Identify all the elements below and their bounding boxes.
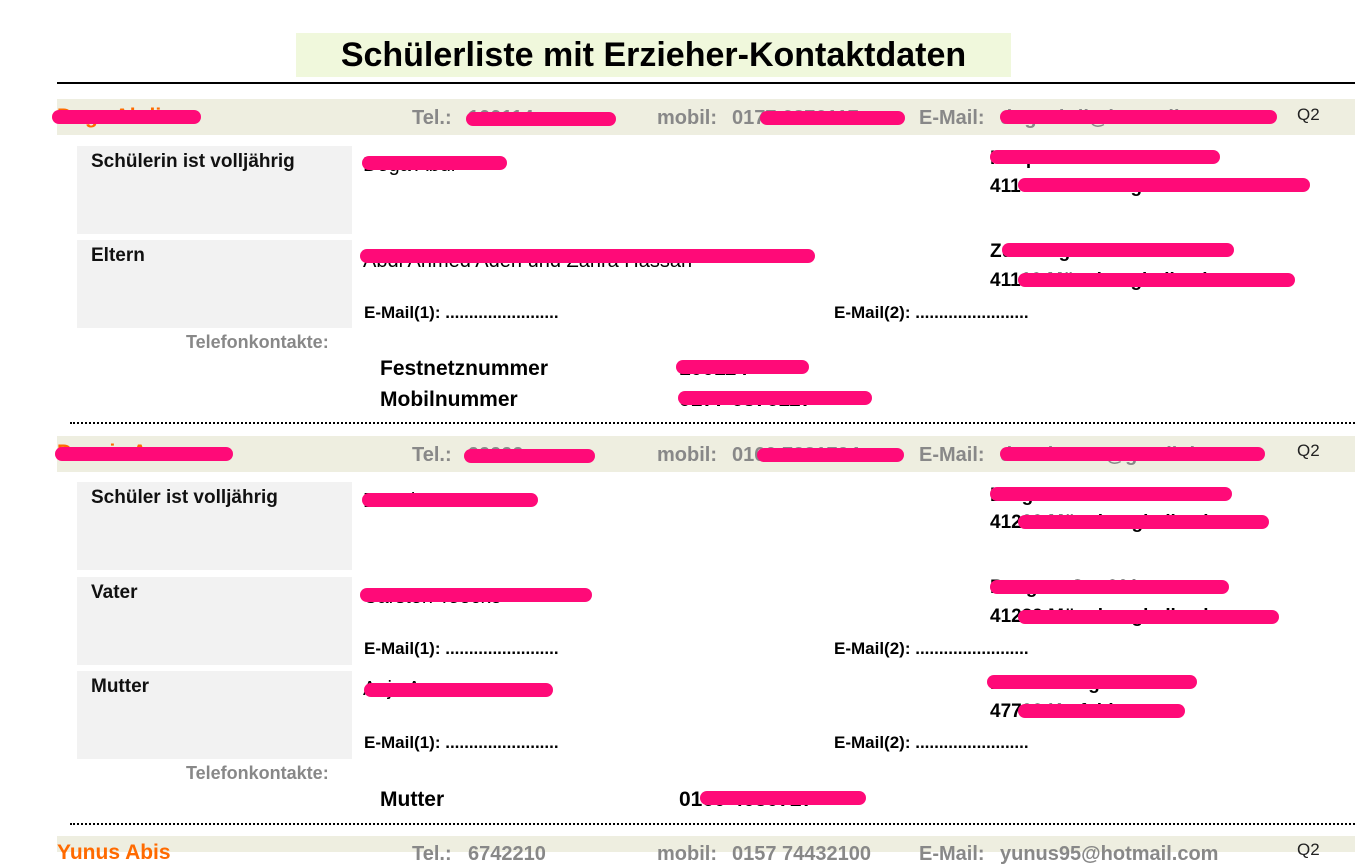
redaction-mark: [757, 448, 904, 462]
email-label: E-Mail:: [919, 444, 985, 466]
redaction-mark: [1018, 273, 1295, 287]
redaction-mark: [990, 150, 1220, 164]
redaction-mark: [760, 111, 905, 125]
redaction-mark: [1018, 610, 1279, 624]
redaction-mark: [700, 791, 866, 805]
contact-role-box: Schüler ist volljährig: [77, 482, 352, 570]
contact-role-label: Mutter: [91, 676, 150, 697]
contact-role-label: Schülerin ist volljährig: [91, 151, 295, 172]
redaction-mark: [1002, 243, 1234, 257]
mobil-label: mobil:: [657, 107, 717, 129]
phone-type-label: Mobilnummer: [380, 388, 518, 411]
redaction-mark: [362, 156, 507, 170]
redaction-mark: [1000, 447, 1265, 461]
redaction-mark: [364, 683, 553, 697]
grade-badge: Q2: [1297, 441, 1320, 460]
redaction-mark: [1018, 515, 1269, 529]
redaction-mark: [987, 675, 1197, 689]
page-title: Schülerliste mit Erzieher-Kontaktdaten: [296, 33, 1011, 77]
redaction-mark: [676, 360, 809, 374]
redaction-mark: [1018, 704, 1185, 718]
grade-badge: Q2: [1297, 840, 1320, 859]
redaction-mark: [466, 112, 616, 126]
tel-value: 6742210: [468, 843, 546, 865]
email-2-field: E-Mail(2): ........................: [834, 639, 1029, 658]
student-separator: [70, 823, 1355, 825]
contact-role-label: Schüler ist volljährig: [91, 487, 278, 508]
redaction-mark: [360, 588, 592, 602]
phone-contacts-heading: Telefonkontakte:: [186, 332, 329, 352]
contact-role-box: Eltern: [77, 240, 352, 328]
redaction-mark: [362, 493, 538, 507]
email-1-field: E-Mail(1): ........................: [364, 639, 559, 658]
redaction-mark: [1018, 178, 1310, 192]
redaction-mark: [1000, 110, 1277, 124]
tel-label: Tel.:: [412, 444, 452, 466]
contact-role-label: Eltern: [91, 245, 145, 266]
phone-contacts-heading: Telefonkontakte:: [186, 763, 329, 783]
redaction-mark: [55, 447, 233, 461]
contact-role-box: Vater: [77, 577, 352, 665]
contact-role-box: Mutter: [77, 671, 352, 759]
redaction-mark: [360, 249, 815, 263]
email-label: E-Mail:: [919, 843, 985, 865]
mobil-label: mobil:: [657, 444, 717, 466]
tel-label: Tel.:: [412, 843, 452, 865]
title-rule: [57, 82, 1355, 84]
email-value: yunus95@hotmail.com: [1000, 843, 1219, 865]
tel-label: Tel.:: [412, 107, 452, 129]
contact-role-label: Vater: [91, 582, 138, 603]
redaction-mark: [464, 449, 595, 463]
student-separator: [70, 422, 1355, 424]
redaction-mark: [52, 110, 201, 124]
redaction-mark: [990, 487, 1232, 501]
email-2-field: E-Mail(2): ........................: [834, 733, 1029, 752]
mobil-label: mobil:: [657, 843, 717, 865]
contact-role-box: Schülerin ist volljährig: [77, 146, 352, 234]
student-name: Yunus Abis: [57, 841, 171, 864]
student-header-band: [57, 836, 1355, 852]
email-label: E-Mail:: [919, 107, 985, 129]
email-1-field: E-Mail(1): ........................: [364, 733, 559, 752]
email-1-field: E-Mail(1): ........................: [364, 303, 559, 322]
email-2-field: E-Mail(2): ........................: [834, 303, 1029, 322]
redaction-mark: [990, 580, 1229, 594]
phone-type-label: Mutter: [380, 788, 445, 811]
phone-type-label: Festnetznummer: [380, 357, 549, 380]
grade-badge: Q2: [1297, 105, 1320, 124]
mobil-value: 0157 74432100: [732, 843, 872, 865]
redaction-mark: [678, 391, 872, 405]
